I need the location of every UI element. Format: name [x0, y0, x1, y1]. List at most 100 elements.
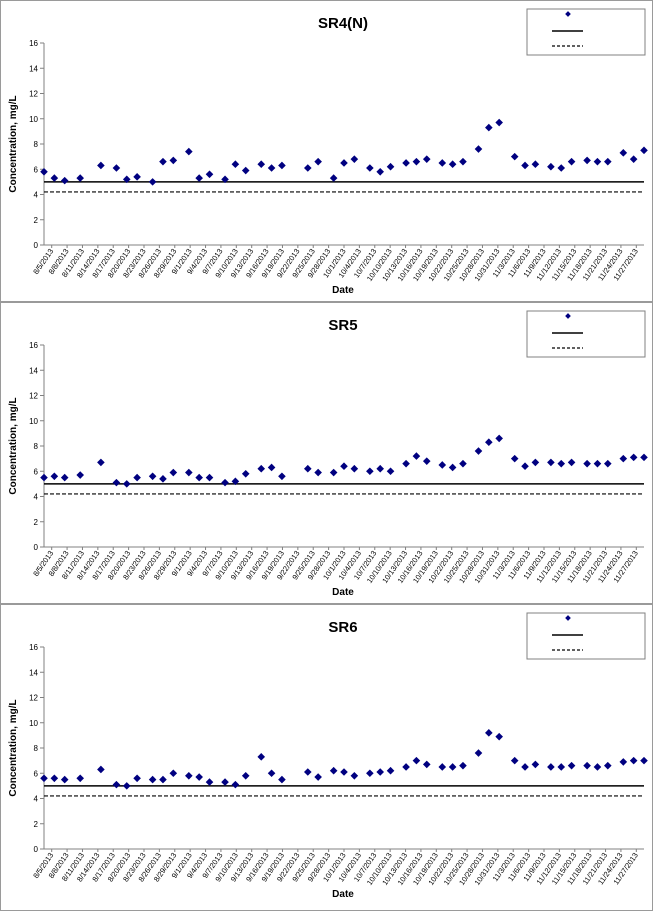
data-point [40, 774, 48, 783]
data-point [278, 161, 286, 170]
data-point [521, 161, 529, 170]
y-tick-label: 2 [34, 820, 39, 829]
data-point [593, 763, 602, 771]
data-point [510, 454, 519, 463]
data-point [474, 145, 483, 153]
data-point [205, 778, 214, 786]
data-point [640, 756, 648, 765]
data-point [376, 167, 385, 176]
data-point [159, 775, 167, 784]
data-point [386, 162, 395, 171]
data-point [619, 149, 628, 157]
y-axis-title: Concentration, mg/L [8, 699, 19, 796]
data-point [438, 763, 447, 771]
legend [526, 612, 646, 660]
data-point [76, 174, 85, 182]
y-tick-label: 10 [29, 417, 38, 426]
data-point [567, 157, 576, 166]
data-point [314, 468, 322, 477]
y-axis-title: Concentration, mg/L [8, 95, 19, 192]
data-point [386, 766, 395, 775]
data-point [402, 159, 410, 167]
data-point [619, 758, 628, 766]
data-point [640, 453, 648, 462]
x-axis-title: Date [332, 889, 354, 900]
data-point [133, 473, 141, 482]
chart-panel-sr5: SR5 0 2 4 6 8 10 12 14 16 Concentration, mg/L 8/5/2… [0, 302, 653, 604]
data-point [148, 178, 157, 186]
data-point [593, 157, 602, 166]
legend-marker-swatch [565, 313, 571, 319]
y-tick-label: 14 [29, 668, 38, 677]
data-point [329, 468, 338, 477]
data-point [531, 160, 540, 168]
data-point [267, 463, 276, 472]
data-point [97, 765, 105, 774]
data-point [221, 478, 229, 487]
data-point [412, 452, 421, 460]
data-point [159, 475, 167, 483]
chart-title: SR6 [328, 619, 357, 636]
data-point [510, 152, 519, 161]
y-tick-label: 0 [34, 543, 39, 552]
y-tick-label: 14 [29, 64, 38, 73]
data-point [629, 756, 638, 765]
data-point [448, 763, 457, 771]
y-tick-label: 12 [29, 694, 38, 703]
data-point [50, 472, 59, 481]
data-point [640, 146, 648, 155]
data-point [531, 760, 540, 769]
data-point [112, 780, 121, 789]
data-point [510, 756, 519, 765]
data-point [329, 174, 338, 182]
data-point [231, 160, 240, 168]
data-point [231, 780, 240, 789]
data-point [76, 774, 85, 783]
data-point [221, 175, 229, 184]
data-point [278, 775, 286, 784]
y-tick-label: 8 [34, 744, 39, 753]
data-point [50, 774, 59, 783]
legend-box [526, 310, 646, 358]
data-point [583, 156, 591, 165]
data-point [122, 480, 131, 488]
data-point [278, 472, 286, 481]
data-point [376, 768, 385, 776]
data-point [521, 462, 529, 470]
data-point [474, 749, 483, 757]
data-point [567, 761, 576, 770]
y-tick-label: 6 [34, 769, 39, 778]
data-point [112, 164, 121, 172]
data-point [257, 160, 266, 168]
data-point [97, 458, 105, 467]
data-point [231, 477, 240, 486]
data-point [195, 174, 203, 182]
chart-panel-sr4n: SR4(N) 0 2 4 6 8 10 12 14 16 Concentration, mg/L 8/… [0, 0, 653, 302]
data-point [205, 170, 214, 179]
data-point [350, 155, 359, 163]
data-point [583, 761, 591, 770]
y-tick-label: 12 [29, 392, 38, 401]
data-point [329, 766, 338, 775]
data-point [583, 459, 591, 468]
y-tick-label: 4 [34, 795, 39, 804]
data-point [97, 161, 105, 170]
y-tick-label: 16 [29, 643, 38, 652]
data-point [366, 164, 374, 172]
data-point [303, 464, 312, 473]
y-tick-label: 16 [29, 39, 38, 48]
data-point [474, 447, 483, 455]
y-tick-label: 4 [34, 493, 39, 502]
data-point [376, 464, 385, 473]
data-point [459, 459, 467, 468]
data-point [40, 473, 48, 482]
data-point [629, 453, 638, 462]
data-point [547, 763, 555, 771]
data-point [241, 771, 250, 780]
data-point [257, 753, 266, 761]
data-point [448, 463, 457, 472]
data-point [122, 782, 131, 790]
data-point [185, 468, 193, 477]
